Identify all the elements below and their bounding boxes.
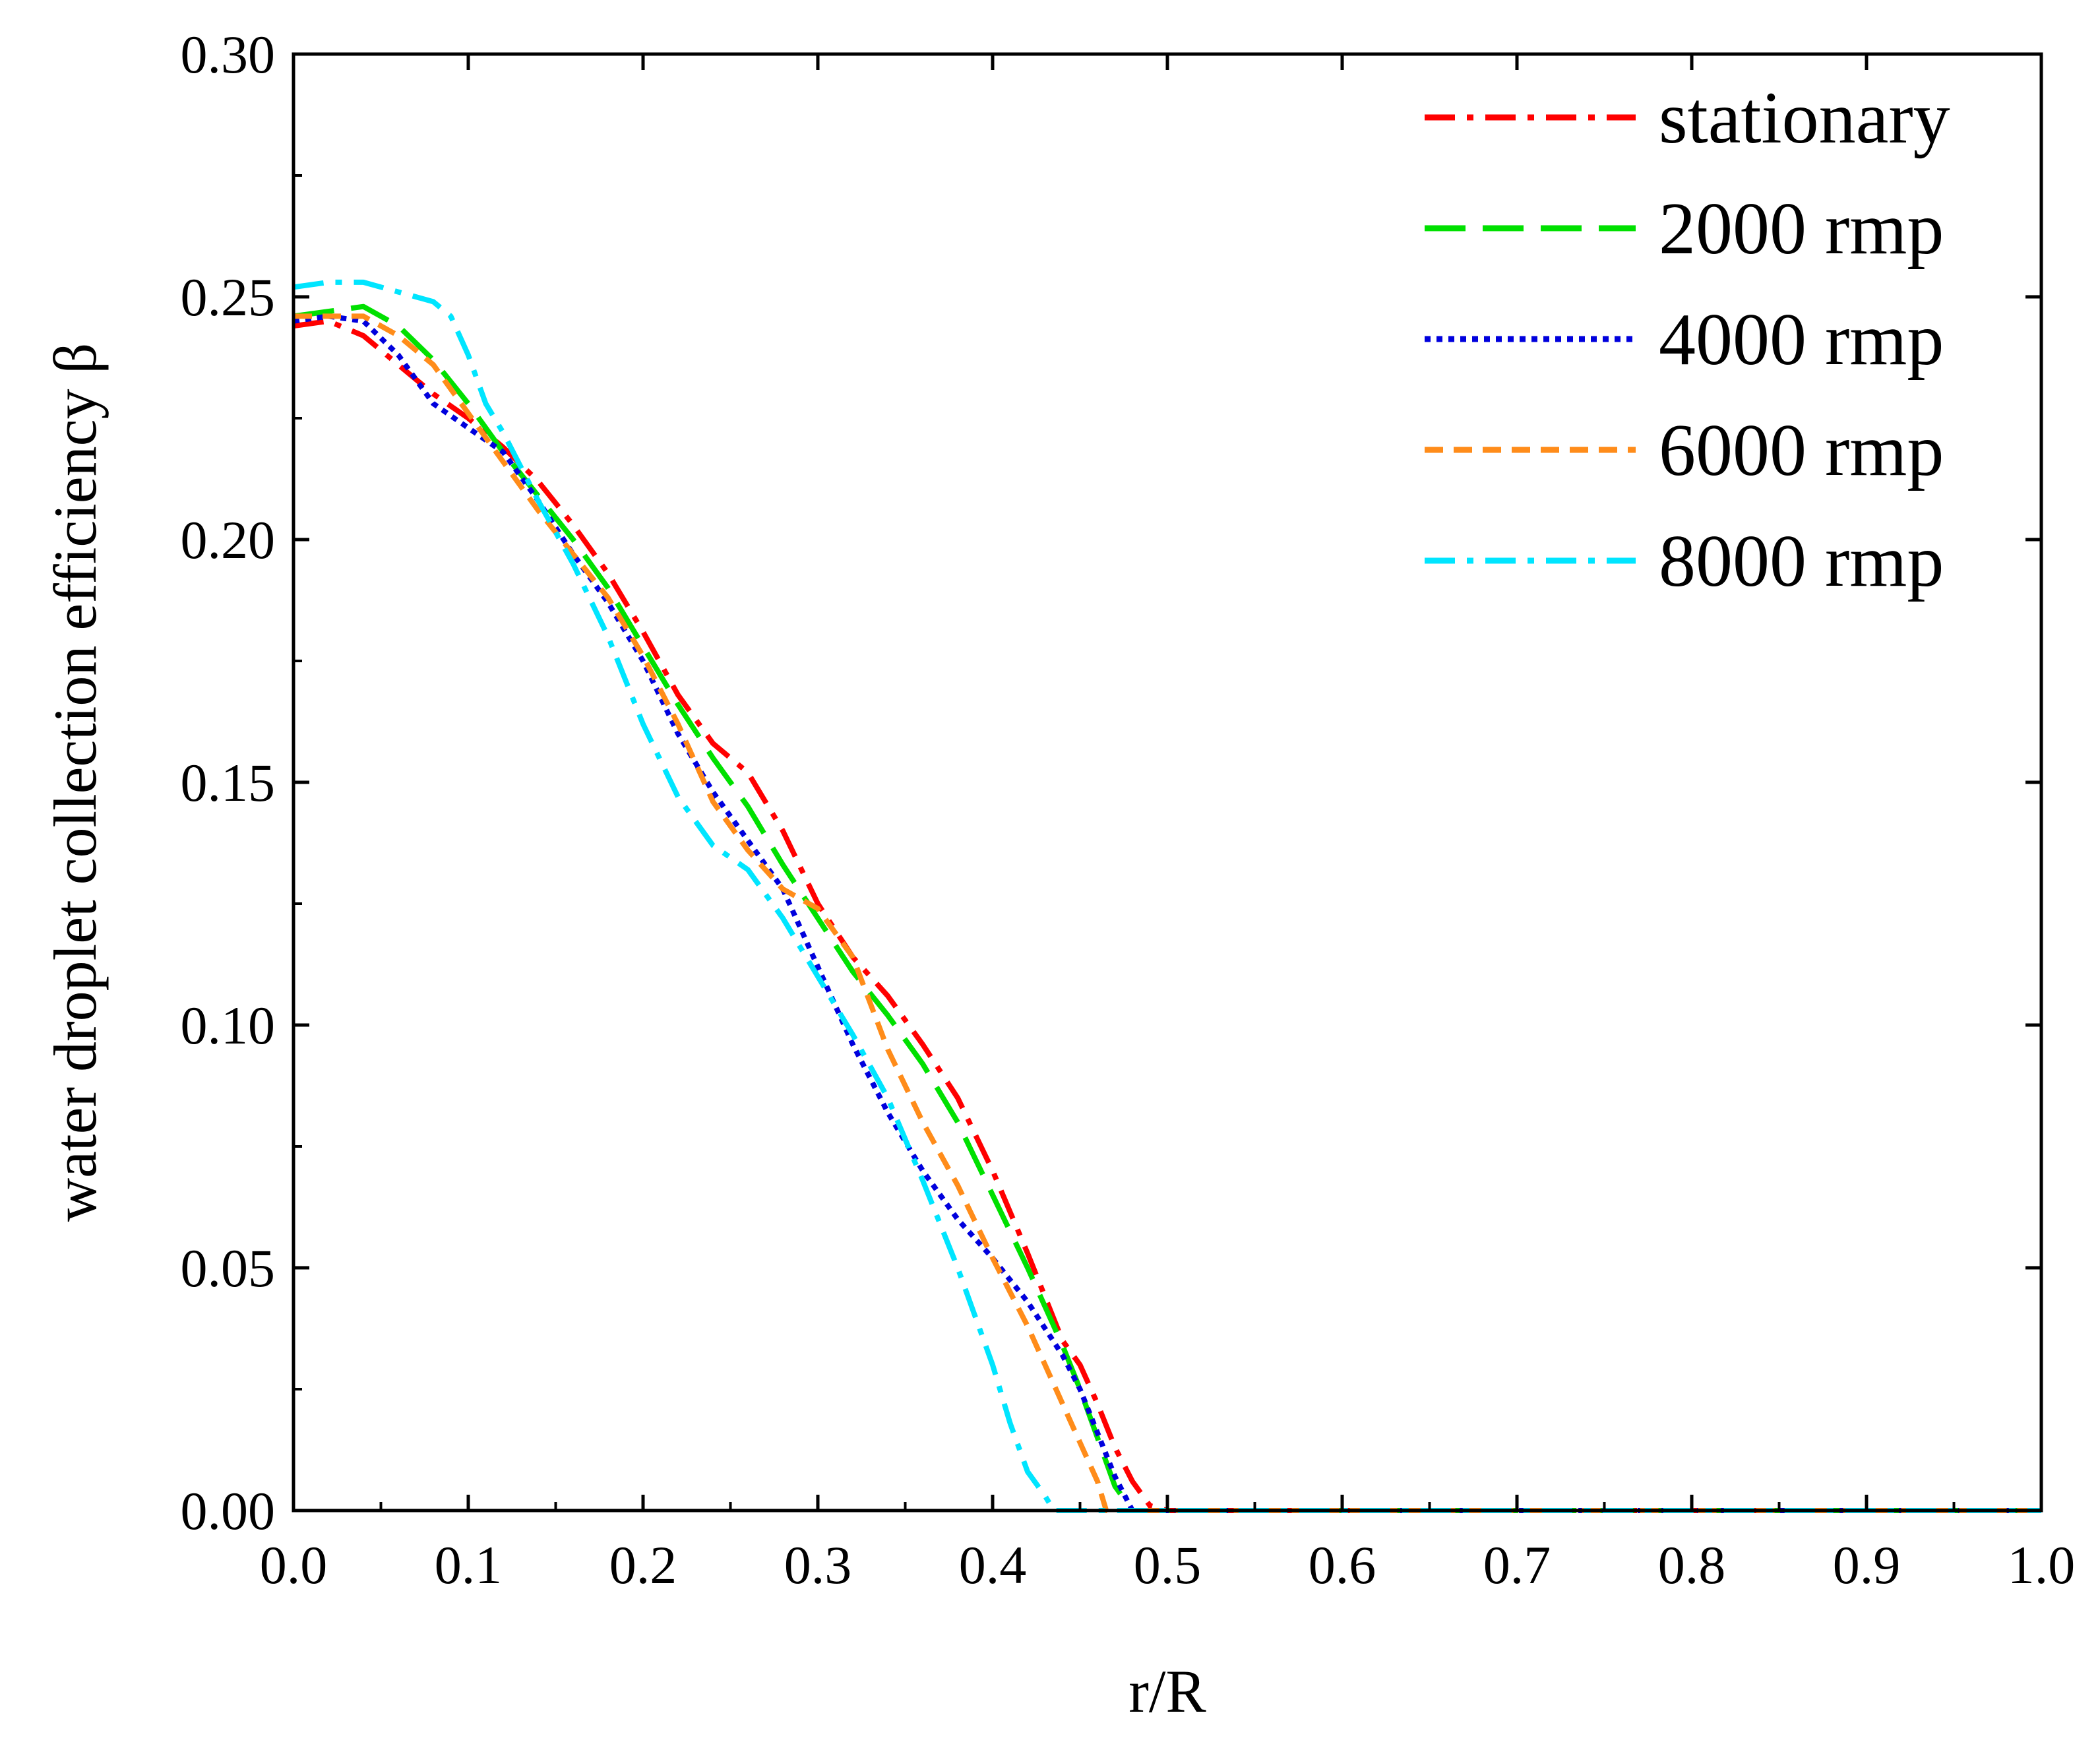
legend-label-2: 2000 rmp — [1659, 188, 1944, 270]
y-tick-label: 0.00 — [181, 1481, 276, 1541]
legend: stationary 2000 rmp 4000 rmp 6000 rmp 8000 r… — [1425, 77, 1950, 602]
axis-ticks: 0.0 0.1 0.2 0.3 0.4 0.5 0.6 0.7 0.8 0.9 1.0 0.00 0.0… — [181, 24, 2076, 1595]
x-tick-label: 0.7 — [1483, 1535, 1551, 1595]
x-tick-label: 0.3 — [784, 1535, 852, 1595]
x-tick-label: 0.4 — [959, 1535, 1027, 1595]
series-line-3 — [293, 313, 2041, 1513]
legend-label-3: 4000 rmp — [1659, 299, 1944, 381]
x-tick-label: 1.0 — [2008, 1535, 2076, 1595]
x-axis-title: r/R — [1128, 1658, 1206, 1725]
x-tick-label: 0.2 — [609, 1535, 677, 1595]
x-tick-label: 0.9 — [1833, 1535, 1901, 1595]
y-tick-label: 0.25 — [181, 267, 276, 327]
y-tick-label: 0.30 — [181, 24, 276, 84]
y-axis-title: water droplet collection efficiency β — [42, 343, 109, 1222]
y-tick-label: 0.05 — [181, 1238, 276, 1298]
legend-label-1: stationary — [1659, 77, 1950, 159]
series-line-1 — [293, 318, 2041, 1513]
y-tick-label: 0.15 — [181, 753, 276, 813]
axes-frame — [292, 52, 2043, 1513]
x-tick-label: 0.8 — [1658, 1535, 1726, 1595]
x-tick-label: 0.5 — [1134, 1535, 1202, 1595]
plot-border — [292, 52, 2043, 1513]
legend-label-5: 8000 rmp — [1659, 520, 1944, 602]
x-tick-label: 0.0 — [260, 1535, 328, 1595]
y-tick-label: 0.10 — [181, 995, 276, 1055]
y-tick-label: 0.20 — [181, 510, 276, 570]
x-tick-label: 0.1 — [435, 1535, 503, 1595]
legend-label-4: 6000 rmp — [1659, 410, 1944, 491]
series-line-4 — [293, 313, 2041, 1513]
x-tick-label: 0.6 — [1309, 1535, 1376, 1595]
